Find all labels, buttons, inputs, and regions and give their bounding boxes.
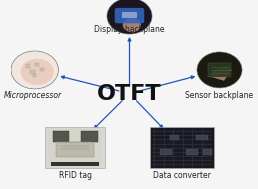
Circle shape — [12, 52, 58, 88]
Circle shape — [11, 51, 59, 89]
FancyBboxPatch shape — [122, 12, 137, 18]
Wedge shape — [209, 68, 232, 81]
Circle shape — [197, 52, 242, 88]
FancyBboxPatch shape — [115, 8, 144, 23]
Circle shape — [21, 59, 54, 85]
Bar — [196, 135, 208, 140]
Bar — [56, 142, 94, 157]
Text: Sensor backplane: Sensor backplane — [186, 91, 254, 100]
FancyBboxPatch shape — [151, 128, 212, 167]
Bar — [33, 74, 36, 77]
Bar — [81, 131, 98, 142]
Bar — [160, 149, 172, 155]
Circle shape — [108, 0, 151, 33]
Bar — [30, 70, 35, 74]
Bar — [26, 64, 30, 68]
Bar — [35, 63, 39, 66]
Bar — [53, 131, 69, 142]
Text: OTFT: OTFT — [97, 84, 162, 104]
FancyBboxPatch shape — [208, 63, 231, 77]
FancyBboxPatch shape — [45, 127, 105, 168]
Text: Data converter: Data converter — [153, 171, 211, 180]
Circle shape — [198, 53, 241, 87]
Bar — [170, 135, 179, 140]
Bar — [186, 149, 198, 155]
Text: Display backplane: Display backplane — [94, 25, 165, 34]
Bar — [203, 149, 212, 155]
Circle shape — [107, 0, 152, 34]
FancyBboxPatch shape — [150, 127, 214, 168]
FancyBboxPatch shape — [48, 129, 102, 166]
Text: RFID tag: RFID tag — [59, 171, 92, 180]
Bar — [40, 68, 44, 71]
Text: Microprocessor: Microprocessor — [3, 91, 61, 100]
Bar — [51, 162, 99, 166]
Circle shape — [123, 18, 141, 32]
